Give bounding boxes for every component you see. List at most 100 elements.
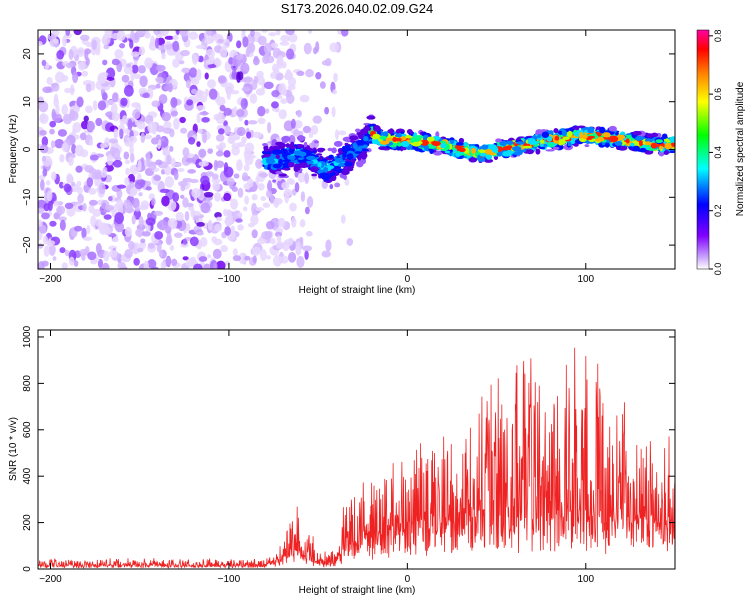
spectrogram-noise-blob <box>281 181 290 190</box>
spectrogram-noise-blob <box>262 202 270 208</box>
snr-y-axis: 0 200 400 600 800 1000 <box>22 325 675 572</box>
spectrogram-noise-blob <box>89 139 94 146</box>
spectrogram-noise-blob <box>190 207 195 218</box>
spectrogram-noise-blob <box>173 232 183 238</box>
spectrogram-trace-blob <box>342 154 347 159</box>
spectrogram-noise-blob <box>62 35 67 47</box>
spectrogram-y-axis: −20 −10 0 10 20 <box>22 48 675 254</box>
spectrogram-trace-blob <box>361 150 367 155</box>
spectrogram-noise-blob <box>120 97 128 107</box>
spectrogram-noise-blob <box>42 168 48 177</box>
spectrogram-noise-blob <box>211 236 217 243</box>
spectrogram-noise-blob <box>288 134 296 145</box>
spectrogram-noise-blob <box>54 138 65 149</box>
spectrogram-noise-blob <box>185 79 191 89</box>
spectrogram-noise-blob <box>90 259 98 265</box>
spectrogram-noise-blob <box>40 179 45 191</box>
spectrogram-noise-blob <box>58 181 64 189</box>
spectrogram-trace-blob <box>429 148 434 154</box>
spectrogram-noise-blob <box>251 246 261 256</box>
spectrogram-noise-blob <box>41 212 50 220</box>
spectrogram-noise-blob <box>161 112 172 122</box>
spectrogram-trace-blob <box>329 177 335 182</box>
spectrogram-noise-blob <box>182 197 189 208</box>
spectrogram-noise-blob <box>246 131 252 139</box>
spectrogram-trace-blob <box>317 162 322 168</box>
spectrogram-noise-blob <box>257 35 267 46</box>
spectrogram-trace-blob <box>506 140 514 145</box>
spectrogram-noise-blob <box>256 70 264 78</box>
spectrogram-noise-blob <box>215 216 222 222</box>
spectrogram-noise-blob <box>198 256 208 262</box>
spectrogram-noise-blob <box>53 200 59 207</box>
spectrogram-noise-blob <box>285 68 291 78</box>
spectrogram-trace-blob <box>644 144 652 148</box>
snr-y-tick-label: 0 <box>22 566 33 572</box>
spectrogram-noise-blob <box>123 199 131 208</box>
spectrogram-trace-blob <box>527 138 536 145</box>
spectrogram-trace-blob <box>632 130 642 136</box>
spectrogram-noise-blob <box>207 148 214 154</box>
spectrogram-noise-blob <box>180 127 188 134</box>
spectrogram-noise-blob <box>140 200 150 210</box>
spectrogram-noise-blob <box>136 121 146 130</box>
spectrogram-noise-blob <box>179 30 188 37</box>
spectrogram-noise-blob <box>215 134 225 142</box>
snr-y-tick-label: 200 <box>22 514 33 531</box>
spectrogram-x-tick-label: 100 <box>577 274 594 285</box>
spectrogram-noise-blob <box>125 167 130 176</box>
spectrogram-noise-blob <box>132 109 141 120</box>
spectrogram-noise-blob <box>196 231 204 236</box>
spectrogram-noise-blob <box>82 202 87 212</box>
spectrogram-noise-blob <box>163 120 172 130</box>
spectrogram-noise-blob <box>108 138 119 144</box>
spectrogram-noise-blob <box>39 129 47 136</box>
spectrogram-noise-blob <box>238 252 248 265</box>
spectrogram-noise-blob <box>296 109 302 118</box>
spectrogram-noise-blob <box>325 239 332 252</box>
spectrogram-noise-blob <box>72 71 79 84</box>
spectrogram-noise-blob <box>329 42 339 53</box>
spectrogram-noise-blob <box>202 131 208 144</box>
spectrogram-noise-blob <box>104 30 113 37</box>
spectrogram-noise-blob <box>126 63 132 68</box>
spectrogram-noise-blob <box>231 186 238 192</box>
spectrogram-trace-blob <box>262 143 268 147</box>
spectrogram-noise-blob <box>191 188 201 199</box>
spectrogram-noise-blob <box>49 128 55 135</box>
spectrogram-trace-blob <box>379 140 389 145</box>
spectrogram-trace-blob <box>349 135 359 141</box>
spectrogram-noise-blob <box>182 256 189 261</box>
spectrogram-noise-blob <box>267 121 272 134</box>
spectrogram-noise-blob <box>151 197 156 206</box>
spectrogram-trace-blob <box>366 115 376 120</box>
spectrogram-noise-blob <box>206 79 217 89</box>
spectrogram-noise-blob <box>114 212 124 225</box>
spectrogram-noise-blob <box>236 40 242 49</box>
spectrogram-noise-blob <box>42 86 53 94</box>
spectrogram-trace-blob <box>455 142 464 146</box>
spectrogram-noise-blob <box>235 218 243 223</box>
spectrogram-noise-blob <box>241 136 247 144</box>
spectrogram-trace-blob <box>599 126 606 134</box>
spectrogram-trace-blob <box>383 131 389 135</box>
spectrogram-trace-blob <box>614 141 623 146</box>
spectrogram-noise-blob <box>223 107 232 116</box>
spectrogram-noise-blob <box>85 83 92 93</box>
spectrogram-noise-blob <box>111 237 119 243</box>
colorbar-ticks: 0.0 0.2 0.4 0.6 0.8 <box>709 30 723 275</box>
spectrogram-noise-blob <box>211 173 219 180</box>
spectrogram-noise-blob <box>167 82 173 93</box>
colorbar-tick-label: 0.4 <box>713 146 723 159</box>
spectrogram-trace-blob <box>516 141 525 145</box>
spectrogram-trace-blob <box>658 146 664 150</box>
spectrogram-trace-blob <box>329 183 334 190</box>
spectrogram-trace-blob <box>288 145 297 150</box>
spectrogram-noise-blob <box>86 224 91 235</box>
spectrogram-noise-blob <box>204 37 214 45</box>
spectrogram-noise-blob <box>95 219 102 224</box>
spectrogram-noise-blob <box>117 261 126 269</box>
spectrogram-noise-blob <box>207 254 212 259</box>
spectrogram-noise-blob <box>128 240 135 251</box>
